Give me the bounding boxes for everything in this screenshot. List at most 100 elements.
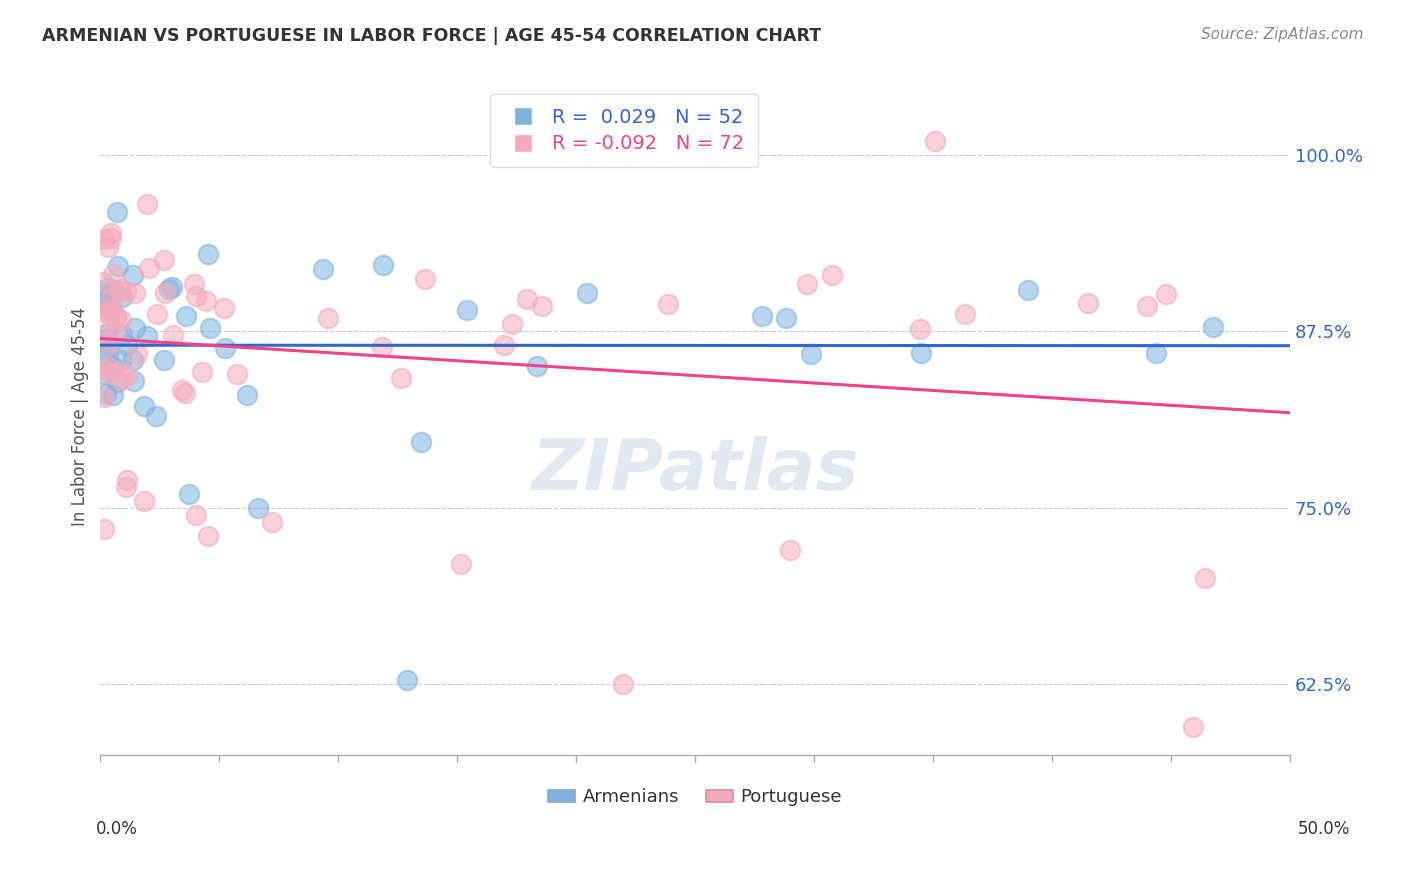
Point: [96, 387, 118, 401]
Point: [115, 337, 138, 351]
Point: [197, 529, 219, 543]
Point: [908, 321, 931, 335]
Point: [162, 328, 184, 343]
Point: [225, 367, 247, 381]
Point: [779, 543, 801, 558]
Point: [98, 336, 121, 351]
Point: [1135, 299, 1157, 313]
Point: [93, 232, 115, 246]
Point: [100, 231, 122, 245]
Point: [370, 340, 392, 354]
Point: [94, 351, 117, 366]
Point: [100, 226, 122, 240]
Text: 0.0%: 0.0%: [96, 821, 138, 838]
Point: [98, 308, 121, 322]
Point: [136, 329, 159, 343]
Point: [122, 352, 145, 367]
Point: [657, 297, 679, 311]
Point: [101, 301, 124, 315]
Text: 50.0%: 50.0%: [1298, 821, 1350, 838]
Point: [136, 197, 159, 211]
Point: [197, 247, 219, 261]
Point: [910, 345, 932, 359]
Point: [576, 285, 599, 300]
Point: [775, 310, 797, 325]
Point: [96, 281, 118, 295]
Point: [821, 268, 844, 283]
Point: [105, 375, 128, 389]
Point: [214, 341, 236, 355]
Point: [91, 361, 114, 376]
Point: [111, 290, 134, 304]
Point: [312, 261, 335, 276]
Point: [612, 677, 634, 691]
Point: [153, 353, 176, 368]
Point: [91, 328, 114, 343]
Text: ZIPatlas: ZIPatlas: [531, 436, 859, 505]
Point: [96, 326, 118, 340]
Point: [110, 373, 132, 387]
Point: [214, 301, 236, 315]
Point: [103, 267, 125, 281]
Point: [124, 320, 146, 334]
Point: [115, 473, 138, 487]
Point: [179, 487, 201, 501]
Point: [94, 332, 117, 346]
Point: [373, 258, 395, 272]
Point: [115, 368, 138, 383]
Point: [160, 279, 183, 293]
Point: [153, 252, 176, 267]
Point: [98, 367, 121, 381]
Point: [138, 260, 160, 275]
Point: [1202, 320, 1225, 334]
Point: [110, 327, 132, 342]
Point: [1144, 346, 1167, 360]
Point: [91, 296, 114, 310]
Point: [195, 293, 218, 308]
Point: [110, 352, 132, 367]
Point: [501, 317, 523, 331]
Point: [191, 365, 214, 379]
Point: [796, 277, 818, 292]
Point: [395, 673, 418, 687]
Point: [184, 289, 207, 303]
Point: [96, 359, 118, 374]
Point: [172, 384, 194, 398]
Point: [526, 359, 548, 373]
Point: [1077, 296, 1099, 310]
Point: [104, 310, 127, 324]
Point: [93, 390, 115, 404]
Point: [1194, 572, 1216, 586]
Point: [100, 292, 122, 306]
Point: [235, 388, 257, 402]
Point: [174, 309, 197, 323]
Point: [246, 500, 269, 515]
Point: [127, 346, 149, 360]
Point: [97, 304, 120, 318]
Point: [153, 285, 176, 300]
Point: [104, 324, 127, 338]
Point: [101, 283, 124, 297]
Point: [145, 307, 167, 321]
Point: [1181, 720, 1204, 734]
Point: [91, 367, 114, 381]
Legend: Armenians, Portuguese: Armenians, Portuguese: [541, 781, 849, 814]
Point: [97, 240, 120, 254]
Point: [316, 310, 339, 325]
Point: [132, 493, 155, 508]
Point: [413, 272, 436, 286]
Point: [96, 289, 118, 303]
Point: [91, 305, 114, 319]
Point: [751, 310, 773, 324]
Point: [108, 284, 131, 298]
Point: [157, 282, 180, 296]
Point: [183, 277, 205, 291]
Point: [1154, 287, 1177, 301]
Point: [516, 293, 538, 307]
Point: [389, 371, 412, 385]
Point: [450, 558, 472, 572]
Point: [122, 268, 145, 282]
Point: [91, 275, 114, 289]
Y-axis label: In Labor Force | Age 45-54: In Labor Force | Age 45-54: [72, 307, 89, 525]
Point: [1017, 284, 1039, 298]
